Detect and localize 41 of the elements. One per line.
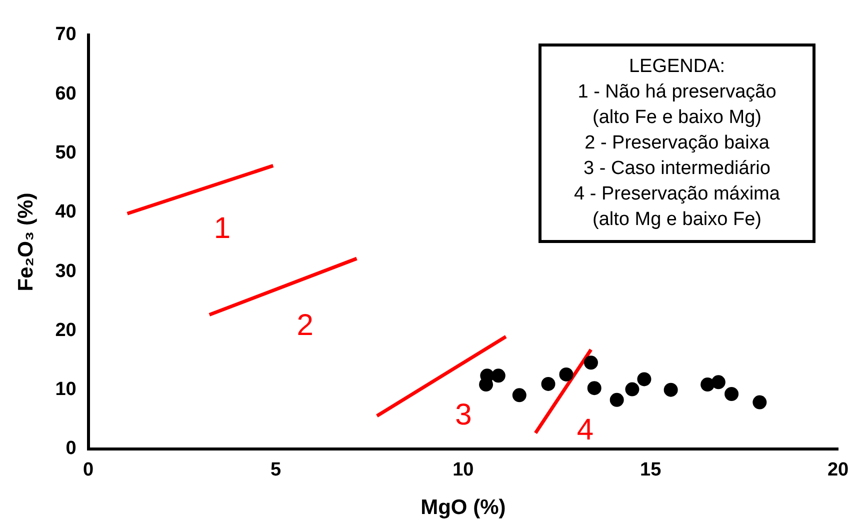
y-tick-label: 20 — [55, 320, 76, 341]
x-axis-title: MgO (%) — [420, 496, 506, 520]
point — [491, 368, 506, 383]
point — [610, 392, 624, 407]
point — [625, 382, 640, 396]
annotation: 4 - Preservação máxima — [574, 183, 780, 204]
annotation: (alto Fe e baixo Mg) — [592, 106, 762, 128]
point — [480, 368, 494, 383]
point — [512, 388, 526, 402]
y-tick-label: 40 — [55, 202, 76, 223]
point — [541, 376, 556, 391]
point — [584, 356, 598, 370]
series-label: 1 — [214, 212, 231, 245]
y-axis-title: Fe₂O₃ (%) — [14, 192, 38, 292]
y-tick-label: 0 — [66, 438, 76, 460]
annotation: (alto Mg e baixo Fe) — [592, 208, 762, 230]
y-tick-label: 60 — [55, 83, 76, 104]
point — [700, 378, 715, 392]
x-tick-label: 20 — [827, 460, 849, 481]
y-tick-label: 50 — [55, 142, 76, 164]
point — [664, 382, 678, 397]
series-label: 2 — [296, 308, 314, 342]
x-tick-label: 15 — [640, 460, 662, 481]
point — [711, 375, 726, 390]
point — [559, 367, 574, 382]
series-label: 4 — [576, 414, 594, 447]
y-tick-label: 10 — [55, 379, 76, 400]
x-tick-label: 0 — [83, 460, 94, 481]
point — [637, 372, 652, 386]
x-tick-label: 5 — [270, 460, 282, 481]
x-tick-label: 10 — [452, 460, 474, 481]
annotation: 1 - Não há preservação — [578, 81, 776, 102]
annotation: LEGENDA: — [628, 56, 726, 77]
y-tick-label: 70 — [55, 24, 76, 46]
y-tick-label: 30 — [55, 260, 76, 282]
point — [752, 395, 767, 410]
series-label: 3 — [455, 398, 472, 432]
annotation: 3 - Caso intermediário — [584, 158, 770, 179]
point — [587, 381, 602, 396]
point — [724, 386, 739, 401]
annotation: 2 - Preservação baixa — [584, 132, 770, 154]
